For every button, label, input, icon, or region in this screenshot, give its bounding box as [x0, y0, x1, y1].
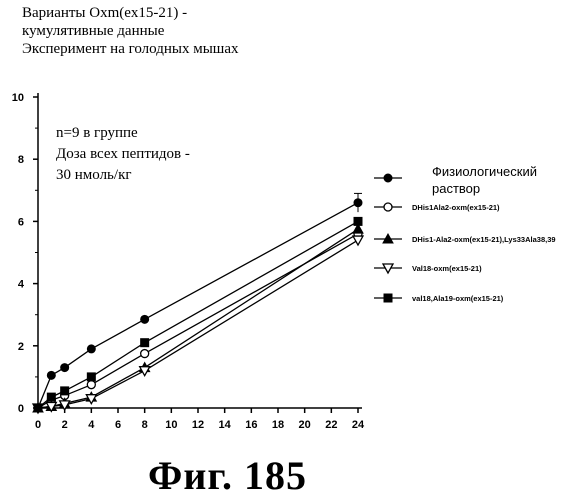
- series-line: [38, 229, 358, 408]
- legend-label: Val18-oxm(ex15-21): [412, 264, 482, 273]
- x-tick-label: 22: [325, 419, 337, 431]
- series-1: [34, 193, 362, 412]
- data-point: [34, 404, 42, 412]
- legend-label-line: раствор: [432, 181, 480, 196]
- legend-marker: [384, 174, 392, 182]
- legend-label: DHis1-Ala2-oxm(ex15-21),Lys33Ala38,39: [412, 235, 556, 244]
- x-tick-label: 8: [142, 419, 148, 431]
- data-point: [87, 381, 95, 389]
- data-point: [141, 350, 149, 358]
- legend-marker: [384, 203, 392, 211]
- x-tick-label: 24: [352, 419, 365, 431]
- x-tick-label: 0: [35, 419, 41, 431]
- x-tick-label: 4: [88, 419, 95, 431]
- series-2: [34, 230, 362, 412]
- x-tick-label: 14: [219, 419, 232, 431]
- x-tick-label: 10: [165, 419, 177, 431]
- data-point: [353, 236, 363, 245]
- data-point: [87, 373, 95, 381]
- chart-axes: 0246810024681012141618202224: [12, 92, 365, 431]
- y-tick-label: 10: [12, 92, 24, 104]
- line-chart: 0246810024681012141618202224 Физиологиче…: [0, 0, 581, 450]
- x-tick-label: 16: [245, 419, 257, 431]
- series-3: [33, 224, 363, 412]
- x-tick-label: 12: [192, 419, 204, 431]
- series-5: [34, 217, 362, 412]
- y-tick-label: 0: [18, 403, 24, 415]
- legend-label: DHis1Ala2-oxm(ex15-21): [412, 203, 500, 212]
- data-point: [354, 199, 362, 207]
- legend-label: val18,Ala19-oxm(ex15-21): [412, 294, 504, 303]
- data-point: [141, 315, 149, 323]
- legend-marker: [384, 294, 392, 302]
- data-point: [354, 217, 362, 225]
- chart-legend: Физиологический раствор DHis1Ala2-oxm(ex15…: [374, 164, 556, 303]
- figure-label: Фиг. 185: [148, 452, 307, 499]
- y-tick-label: 6: [18, 216, 24, 228]
- legend-entry-2: DHis1Ala2-oxm(ex15-21): [374, 203, 500, 212]
- legend-entry-4: Val18-oxm(ex15-21): [374, 264, 482, 273]
- legend-entry-1: Физиологический раствор: [374, 164, 537, 196]
- data-point: [47, 393, 55, 401]
- data-point: [141, 339, 149, 347]
- x-tick-label: 6: [115, 419, 121, 431]
- x-tick-label: 18: [272, 419, 284, 431]
- annotation-line-2: Доза всех пептидов -: [56, 146, 190, 162]
- series-line: [38, 221, 358, 408]
- x-tick-label: 20: [299, 419, 311, 431]
- data-point: [87, 345, 95, 353]
- annotation-line-1: n=9 в группе: [56, 125, 138, 141]
- legend-label: Физиологический раствор: [432, 164, 537, 196]
- legend-entry-3: DHis1-Ala2-oxm(ex15-21),Lys33Ala38,39: [374, 234, 556, 244]
- data-point: [61, 364, 69, 372]
- legend-entry-5: val18,Ala19-oxm(ex15-21): [374, 294, 504, 303]
- data-point: [61, 387, 69, 395]
- x-tick-label: 2: [62, 419, 68, 431]
- annotation-line-3: 30 нмоль/кг: [56, 167, 132, 183]
- chart-series: [33, 193, 363, 413]
- y-tick-label: 2: [18, 341, 24, 353]
- y-tick-label: 4: [18, 279, 25, 291]
- series-4: [33, 236, 363, 413]
- series-line: [38, 203, 358, 408]
- y-tick-label: 8: [18, 154, 24, 166]
- data-point: [47, 371, 55, 379]
- legend-label-line: Физиологический: [432, 164, 537, 179]
